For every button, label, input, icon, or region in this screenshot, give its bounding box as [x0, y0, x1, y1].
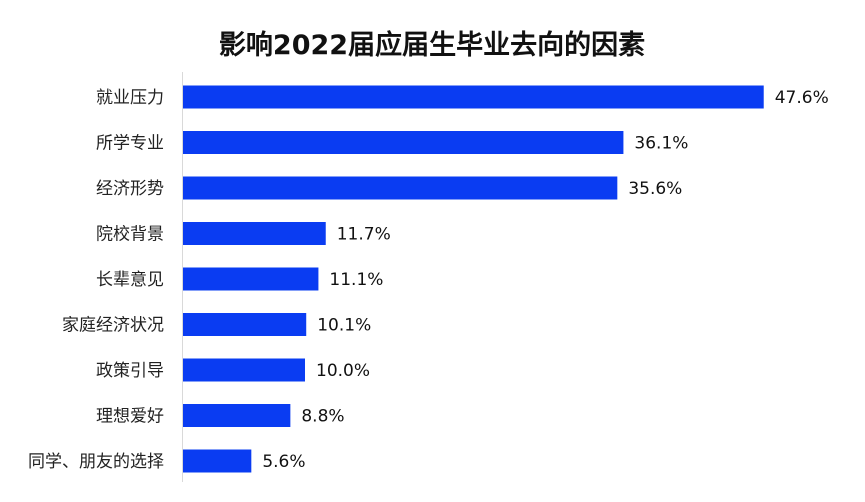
category-label: 家庭经济状况 — [62, 316, 164, 336]
value-label: 10.1% — [317, 316, 371, 336]
value-label: 5.6% — [262, 452, 305, 472]
bar — [183, 85, 764, 109]
category-label: 就业压力 — [96, 88, 164, 108]
value-label: 47.6% — [775, 88, 829, 108]
bar — [183, 131, 624, 154]
value-label: 11.7% — [337, 225, 391, 245]
category-label: 政策引导 — [96, 361, 164, 381]
bar — [183, 404, 291, 427]
bar — [183, 222, 326, 245]
category-label: 长辈意见 — [96, 270, 164, 290]
category-label: 理想爱好 — [96, 407, 164, 427]
bar — [183, 313, 307, 336]
bar — [183, 176, 618, 200]
value-label: 11.1% — [329, 270, 383, 290]
bar — [183, 267, 319, 291]
value-label: 8.8% — [301, 407, 344, 427]
bar — [183, 449, 252, 473]
value-label: 10.0% — [316, 361, 370, 381]
category-label: 所学专业 — [96, 134, 164, 154]
chart-title: 影响2022届应届生毕业去向的因素 — [219, 29, 645, 61]
value-label: 35.6% — [628, 179, 682, 199]
category-label: 同学、朋友的选择 — [28, 452, 164, 472]
bars-group: 就业压力 47.6% 所学专业 36.1% 经济形势 35.6% 院校背景 11.7% 长辈意见… — [28, 85, 829, 473]
category-label: 院校背景 — [96, 225, 164, 245]
value-label: 36.1% — [634, 134, 688, 154]
category-label: 经济形势 — [96, 179, 164, 199]
bar — [183, 358, 305, 382]
